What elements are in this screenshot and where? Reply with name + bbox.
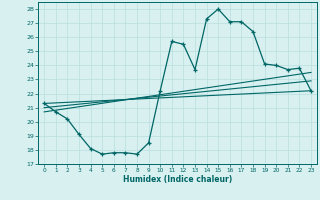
X-axis label: Humidex (Indice chaleur): Humidex (Indice chaleur) (123, 175, 232, 184)
